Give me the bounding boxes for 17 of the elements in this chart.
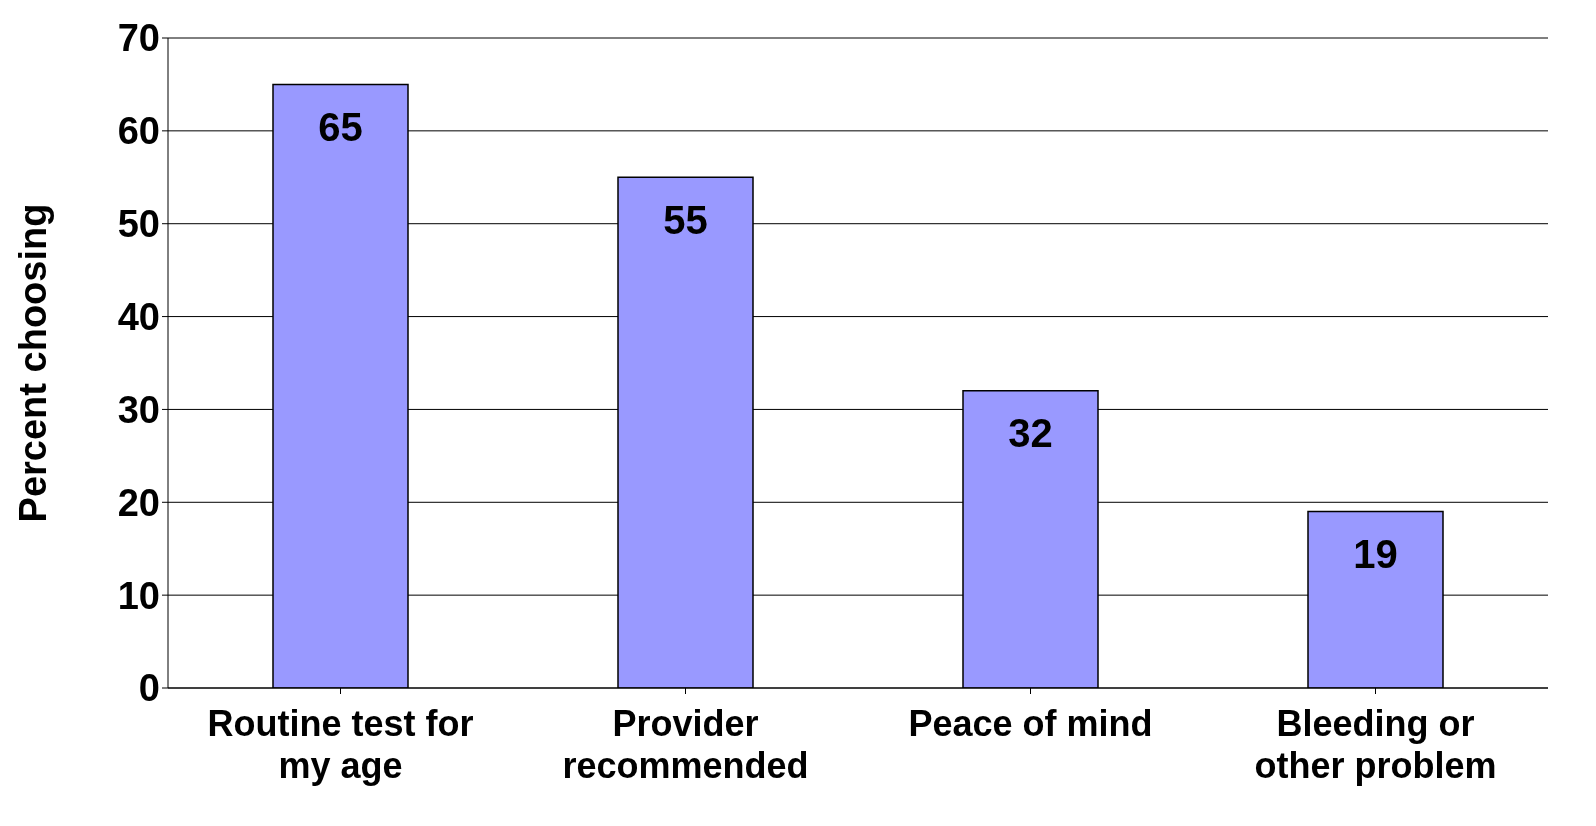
y-tick-label: 40	[117, 296, 160, 339]
x-tick-label: Routine test for my age	[207, 703, 474, 786]
y-axis-title: Percent choosing	[12, 203, 55, 523]
y-tick-label: 50	[117, 203, 160, 246]
data-label: 65	[318, 104, 363, 149]
y-tick-label: 10	[117, 574, 160, 617]
x-tick-label: Peace of mind	[908, 703, 1153, 744]
data-label: 55	[663, 197, 708, 242]
x-tick-label: Provider recommended	[562, 703, 809, 786]
y-tick-label: 20	[117, 481, 160, 524]
y-tick-label: 0	[138, 667, 160, 710]
data-label: 19	[1353, 531, 1398, 576]
y-tick-label: 30	[117, 388, 160, 431]
y-tick-label: 70	[117, 17, 160, 60]
y-tick-label: 60	[117, 110, 160, 153]
x-tick-label: Bleeding or other problem	[1254, 703, 1497, 786]
data-label: 32	[1008, 411, 1053, 456]
